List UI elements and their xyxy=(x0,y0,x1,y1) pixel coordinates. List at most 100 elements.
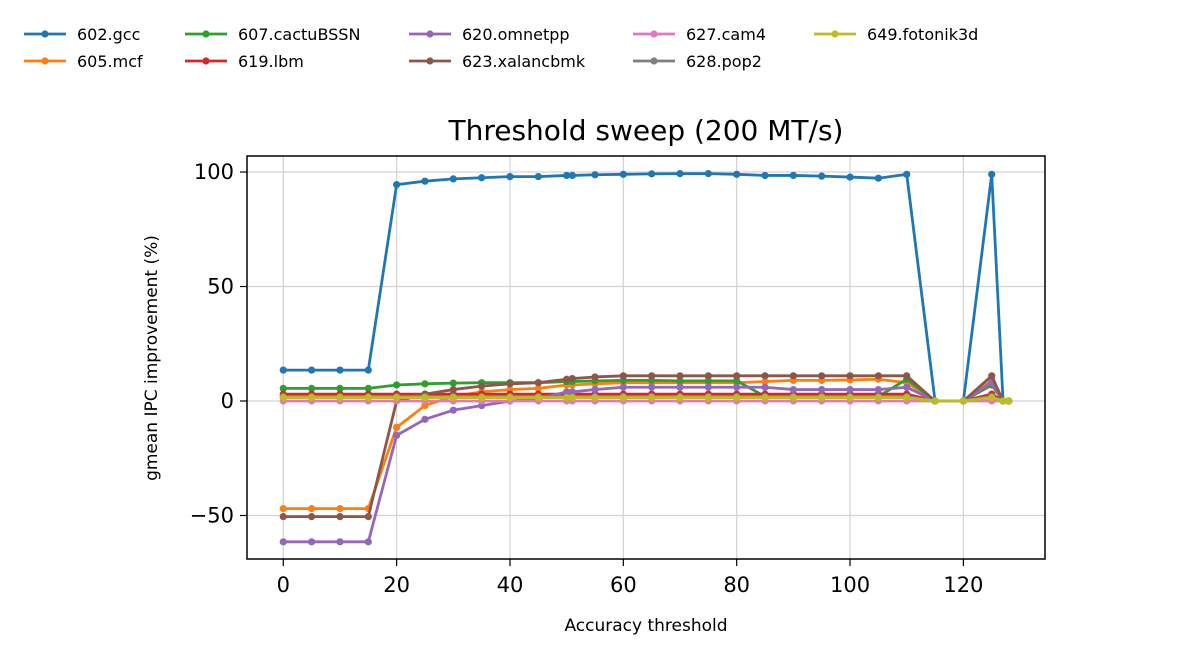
x-tick-label: 20 xyxy=(383,573,410,597)
data-point xyxy=(648,383,656,391)
series-620.omnetpp xyxy=(279,379,1013,546)
series-623.xalancbmk xyxy=(279,372,1013,521)
data-point xyxy=(534,393,542,402)
data-point xyxy=(988,372,996,380)
data-point xyxy=(506,173,514,181)
data-point xyxy=(563,393,571,402)
data-point xyxy=(1005,397,1013,405)
series-602.gcc xyxy=(279,170,1013,405)
data-point xyxy=(733,170,741,178)
data-point xyxy=(619,372,627,380)
data-point xyxy=(874,393,882,402)
data-point xyxy=(336,384,344,393)
plot-frame xyxy=(246,155,1046,560)
data-point xyxy=(308,393,316,402)
data-point xyxy=(336,366,344,374)
data-point xyxy=(846,385,854,394)
data-point xyxy=(591,385,599,394)
data-point xyxy=(988,170,996,178)
legend-item: 602.gcc xyxy=(24,25,140,44)
data-point xyxy=(704,393,712,402)
data-point xyxy=(308,505,316,513)
legend-swatch-marker xyxy=(650,30,658,38)
data-point xyxy=(648,372,656,380)
data-point xyxy=(733,383,741,391)
data-point xyxy=(336,538,344,546)
data-point xyxy=(279,366,287,374)
data-point xyxy=(393,423,401,431)
x-tick-label: 100 xyxy=(830,573,870,597)
x-tick-label: 40 xyxy=(497,573,524,597)
data-point xyxy=(364,513,372,521)
x-axis: 0 20 40 60 80 100 120 xyxy=(277,559,983,597)
data-point xyxy=(534,384,542,393)
series-649.fotonik3d xyxy=(279,393,1013,405)
legend-label: 619.lbm xyxy=(238,52,304,71)
y-tick-label: 0 xyxy=(221,389,234,413)
plot-area xyxy=(246,155,1046,560)
y-tick-label: 50 xyxy=(207,275,234,299)
data-point xyxy=(364,393,372,402)
data-point xyxy=(619,383,627,391)
data-point xyxy=(676,170,684,178)
data-point xyxy=(903,393,911,402)
x-tick-label: 120 xyxy=(943,573,983,597)
data-point xyxy=(279,393,287,402)
data-point xyxy=(421,380,429,388)
y-axis-label: gmean IPC improvement (%) xyxy=(142,235,162,481)
legend-item: 619.lbm xyxy=(185,52,304,71)
data-point xyxy=(308,538,316,546)
data-point xyxy=(279,513,287,521)
data-point xyxy=(818,385,826,394)
data-point xyxy=(279,384,287,393)
data-point xyxy=(449,406,457,414)
grid xyxy=(247,156,1045,559)
data-point xyxy=(393,393,401,402)
data-point xyxy=(506,380,514,388)
data-point xyxy=(761,372,769,380)
data-point xyxy=(789,393,797,402)
data-point xyxy=(421,393,429,402)
data-point xyxy=(279,538,287,546)
data-point xyxy=(761,383,769,391)
legend-swatch-marker xyxy=(831,30,839,38)
series-line xyxy=(283,172,1009,403)
data-point xyxy=(591,393,599,402)
legend-swatch-marker xyxy=(202,30,210,38)
data-point xyxy=(563,171,571,180)
legend: 602.gcc 605.mcf 607.cactuBSSN 619.lbm 620.om… xyxy=(24,25,978,71)
legend-swatch-marker xyxy=(202,57,210,65)
data-point xyxy=(591,171,599,179)
legend-label: 605.mcf xyxy=(77,52,143,71)
data-point xyxy=(449,175,457,183)
data-point xyxy=(789,385,797,394)
legend-item: 627.cam4 xyxy=(633,25,766,44)
data-point xyxy=(704,377,712,385)
data-point xyxy=(449,385,457,394)
data-point xyxy=(393,181,401,189)
data-point xyxy=(903,170,911,178)
data-point xyxy=(279,505,287,513)
data-point xyxy=(421,177,429,185)
data-point xyxy=(563,375,571,383)
data-point xyxy=(534,173,542,181)
data-point xyxy=(999,397,1007,405)
data-point xyxy=(704,372,712,380)
y-tick-label: 100 xyxy=(194,160,234,184)
legend-swatch-marker xyxy=(426,57,434,65)
data-point xyxy=(846,372,854,380)
data-point xyxy=(336,505,344,513)
legend-label: 620.omnetpp xyxy=(462,25,570,44)
data-point xyxy=(789,171,797,180)
data-point xyxy=(336,393,344,402)
data-point xyxy=(568,393,576,402)
legend-item: 620.omnetpp xyxy=(409,25,570,44)
x-axis-label: Accuracy threshold xyxy=(564,616,727,636)
data-point xyxy=(704,170,712,178)
data-point xyxy=(619,393,627,402)
data-point xyxy=(676,383,684,391)
x-tick-label: 60 xyxy=(610,573,637,597)
legend-item: 607.cactuBSSN xyxy=(185,25,360,44)
data-point xyxy=(478,382,486,390)
data-point xyxy=(506,393,514,402)
